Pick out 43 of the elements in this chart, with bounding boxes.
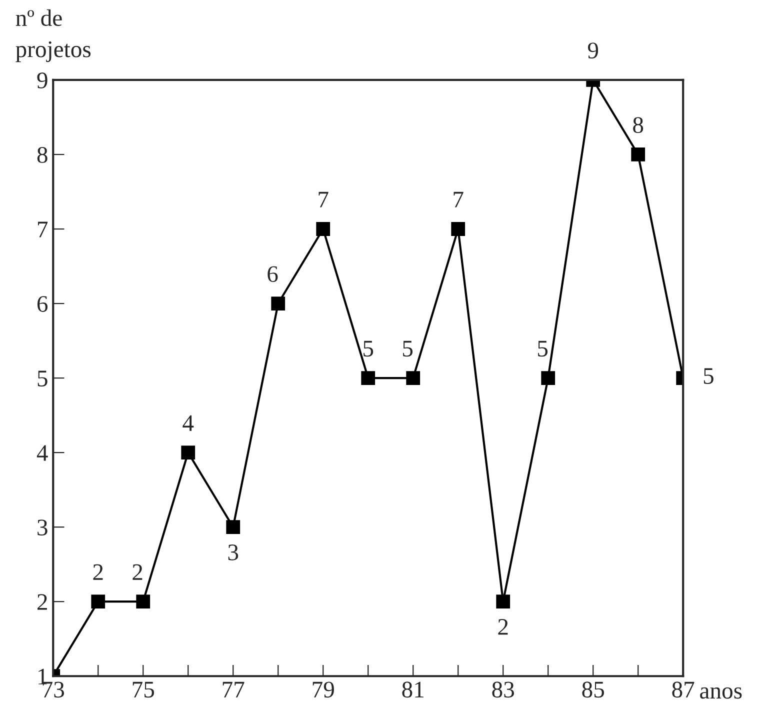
y-tick-label: 3 bbox=[38, 520, 48, 536]
data-label: 9 bbox=[588, 42, 598, 59]
x-tick-label: 81 bbox=[402, 682, 424, 698]
data-label: 6 bbox=[268, 266, 278, 282]
point bbox=[451, 222, 466, 236]
point bbox=[316, 222, 330, 236]
y-tick-label: 8 bbox=[37, 146, 48, 163]
point bbox=[271, 296, 286, 310]
y-tick-label: 4 bbox=[36, 445, 48, 461]
x-tick-label: 75 bbox=[132, 682, 154, 698]
point bbox=[91, 594, 106, 609]
data-label: 2 bbox=[498, 619, 508, 635]
y-axis-title: nº de projetos bbox=[16, 9, 91, 62]
y-tick-label: 9 bbox=[37, 72, 48, 88]
point bbox=[496, 594, 510, 609]
data-label: 3 bbox=[228, 544, 238, 560]
point bbox=[136, 594, 150, 609]
x-tick-label: 77 bbox=[222, 682, 244, 698]
point bbox=[631, 148, 646, 162]
point bbox=[406, 371, 420, 385]
x-tick-label: 87 bbox=[672, 682, 694, 698]
point bbox=[226, 520, 240, 534]
data-label: 4 bbox=[182, 415, 194, 431]
y-tick-label: 2 bbox=[38, 594, 47, 610]
data-label: 2 bbox=[132, 564, 142, 580]
data-label: 5 bbox=[403, 340, 413, 357]
point bbox=[541, 371, 556, 385]
y-tick-label: 5 bbox=[38, 370, 48, 386]
y-tick-label: 7 bbox=[38, 222, 48, 238]
point bbox=[361, 371, 376, 385]
y-tick-label: 6 bbox=[37, 296, 48, 312]
data-label: 5 bbox=[538, 340, 548, 357]
x-axis-title: anos bbox=[700, 687, 742, 699]
data-label: 5 bbox=[364, 340, 374, 357]
point bbox=[181, 446, 196, 460]
data-label: 5 bbox=[704, 368, 714, 384]
data-label: 8 bbox=[633, 117, 644, 134]
x-tick-label: 79 bbox=[312, 682, 334, 698]
data-label: 7 bbox=[318, 192, 328, 208]
data-label: 7 bbox=[454, 192, 464, 208]
x-tick-label: 83 bbox=[492, 682, 514, 698]
x-tick-label: 85 bbox=[582, 682, 604, 698]
data-label: 2 bbox=[93, 564, 103, 580]
